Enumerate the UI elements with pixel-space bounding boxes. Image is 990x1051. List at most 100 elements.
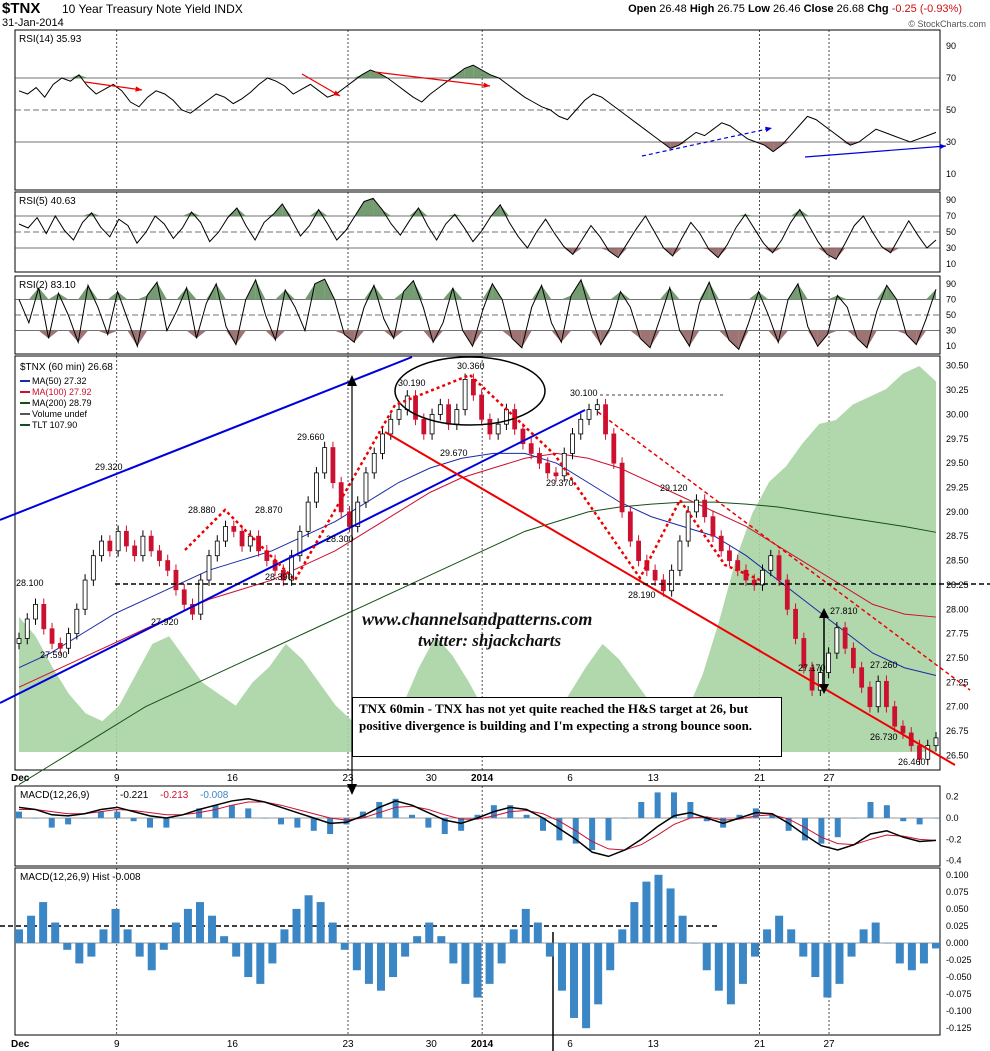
macd-hist-bar	[461, 942, 470, 984]
annotation-note: TNX 60min - TNX has not yet quite reache…	[352, 697, 782, 757]
candle-body	[380, 433, 385, 454]
candle-body	[826, 652, 832, 673]
macd-hist-bar	[220, 936, 229, 943]
measure-arrow-head	[347, 784, 357, 795]
y-tick-label: 28.75	[946, 531, 969, 541]
x-tick-label: 23	[342, 1039, 354, 1050]
watermark-site: www.channelsandpatterns.com	[362, 609, 593, 629]
rsi-oversold-fill	[127, 330, 138, 347]
macd-hist-bar	[533, 922, 542, 943]
macd-hist-bar	[606, 942, 615, 971]
macd-hist-bar	[818, 818, 825, 844]
y-tick-label: 0.025	[946, 921, 969, 931]
rsi-overbought-fill	[373, 198, 383, 216]
macd-hist-bar	[261, 818, 268, 819]
macd-hist-bar	[642, 881, 651, 943]
candle-body	[925, 745, 931, 760]
rsi-overbought-fill	[91, 212, 101, 216]
macd-hist-bar	[278, 818, 284, 825]
macd-hist-bar	[638, 802, 645, 818]
y-tick-label: 29.75	[946, 434, 969, 444]
y-tick-label: 70	[946, 211, 956, 221]
macd-hist-bar	[401, 942, 410, 957]
y-tick-label: 27.50	[946, 653, 969, 663]
candle-body	[578, 418, 584, 435]
legend-entry: Volume undef	[32, 409, 88, 419]
measure-arrow-head	[347, 375, 357, 386]
channel-blue-upper	[0, 356, 413, 521]
candle-body	[140, 535, 146, 557]
rsi-overbought-fill	[275, 290, 286, 300]
rsi-overbought-fill	[473, 65, 482, 78]
rsi-overbought-fill	[137, 295, 148, 300]
legend-entry: MA(100) 27.92	[32, 387, 92, 397]
macd-hist-bar	[111, 908, 120, 943]
candle-body	[90, 555, 96, 581]
macd-hist-bar	[497, 942, 506, 964]
macd-hist-bar	[907, 942, 916, 971]
rsi-oversold-fill	[600, 330, 611, 345]
macd-hist-bar	[364, 942, 373, 984]
candle-body	[685, 511, 691, 542]
candle-body	[619, 462, 625, 513]
macd-hist-bar	[589, 818, 596, 850]
candle-body	[355, 501, 361, 527]
y-tick-label: 10	[946, 169, 956, 179]
macd-hist-bar	[63, 942, 72, 950]
macd-hist-bar	[671, 792, 677, 818]
y-tick-label: 28.00	[946, 604, 969, 614]
rsi-oversold-fill	[827, 330, 838, 335]
rsi-overbought-fill	[147, 282, 158, 300]
candle-body	[694, 499, 699, 513]
x-tick-label: 30	[426, 773, 438, 784]
rsi-overbought-fill	[373, 285, 384, 300]
macd-hist-bar	[458, 818, 465, 831]
rsi-overbought-fill	[482, 283, 493, 300]
candle-body	[611, 433, 617, 464]
macd-hist-bar	[343, 818, 350, 825]
rsi-oversold-fill	[502, 330, 513, 339]
macd-hist-bar	[359, 811, 366, 818]
y-tick-label: 29.25	[946, 483, 969, 493]
macd-hist-bar	[851, 818, 858, 819]
candle-body	[760, 569, 765, 586]
candle-body	[41, 604, 47, 630]
candle-body	[834, 627, 840, 654]
candle-body	[157, 550, 162, 561]
macd-hist-bar	[883, 942, 892, 944]
rsi-oversold-fill	[512, 330, 522, 348]
channel-red-upper	[597, 411, 971, 691]
measure-arrow-head	[819, 608, 829, 618]
macd-hist-bar	[228, 805, 235, 818]
price-annotation: 26.460	[898, 757, 926, 767]
macd-hist-bar	[376, 802, 383, 818]
y-tick-label: 0.075	[946, 887, 969, 897]
candle-body	[776, 555, 782, 581]
candle-body	[850, 647, 856, 669]
divergence-arrow-red	[301, 73, 341, 97]
candle-body	[859, 667, 865, 688]
legend-entry: TLT 107.90	[32, 420, 77, 430]
macd-hist-bar	[65, 818, 72, 825]
rsi-label: RSI(14) 35.93	[19, 34, 82, 45]
y-tick-label: 70	[946, 73, 956, 83]
y-tick-label: 10	[946, 259, 956, 269]
rsi-overbought-fill	[876, 285, 887, 300]
candle-body	[289, 555, 295, 581]
head-ellipse	[394, 356, 546, 426]
rsi-oversold-fill	[107, 330, 118, 335]
candle-body	[487, 418, 493, 435]
y-tick-label: 0.050	[946, 904, 969, 914]
price-annotation: 30.100	[570, 388, 598, 398]
rsi-oversold-fill	[728, 330, 739, 350]
rsi-overbought-fill	[314, 279, 325, 300]
rsi-oversold-fill	[650, 330, 660, 348]
rsi-overbought-fill	[413, 280, 424, 300]
rsi-overbought-fill	[364, 285, 374, 300]
x-tick-label: 30	[426, 1039, 438, 1050]
rsi-line	[18, 278, 937, 351]
rsi-oversold-fill	[763, 248, 773, 253]
macd-hist-bar	[521, 908, 530, 943]
close-value: 26.68	[836, 3, 865, 15]
price-annotation: 27.260	[870, 660, 898, 670]
